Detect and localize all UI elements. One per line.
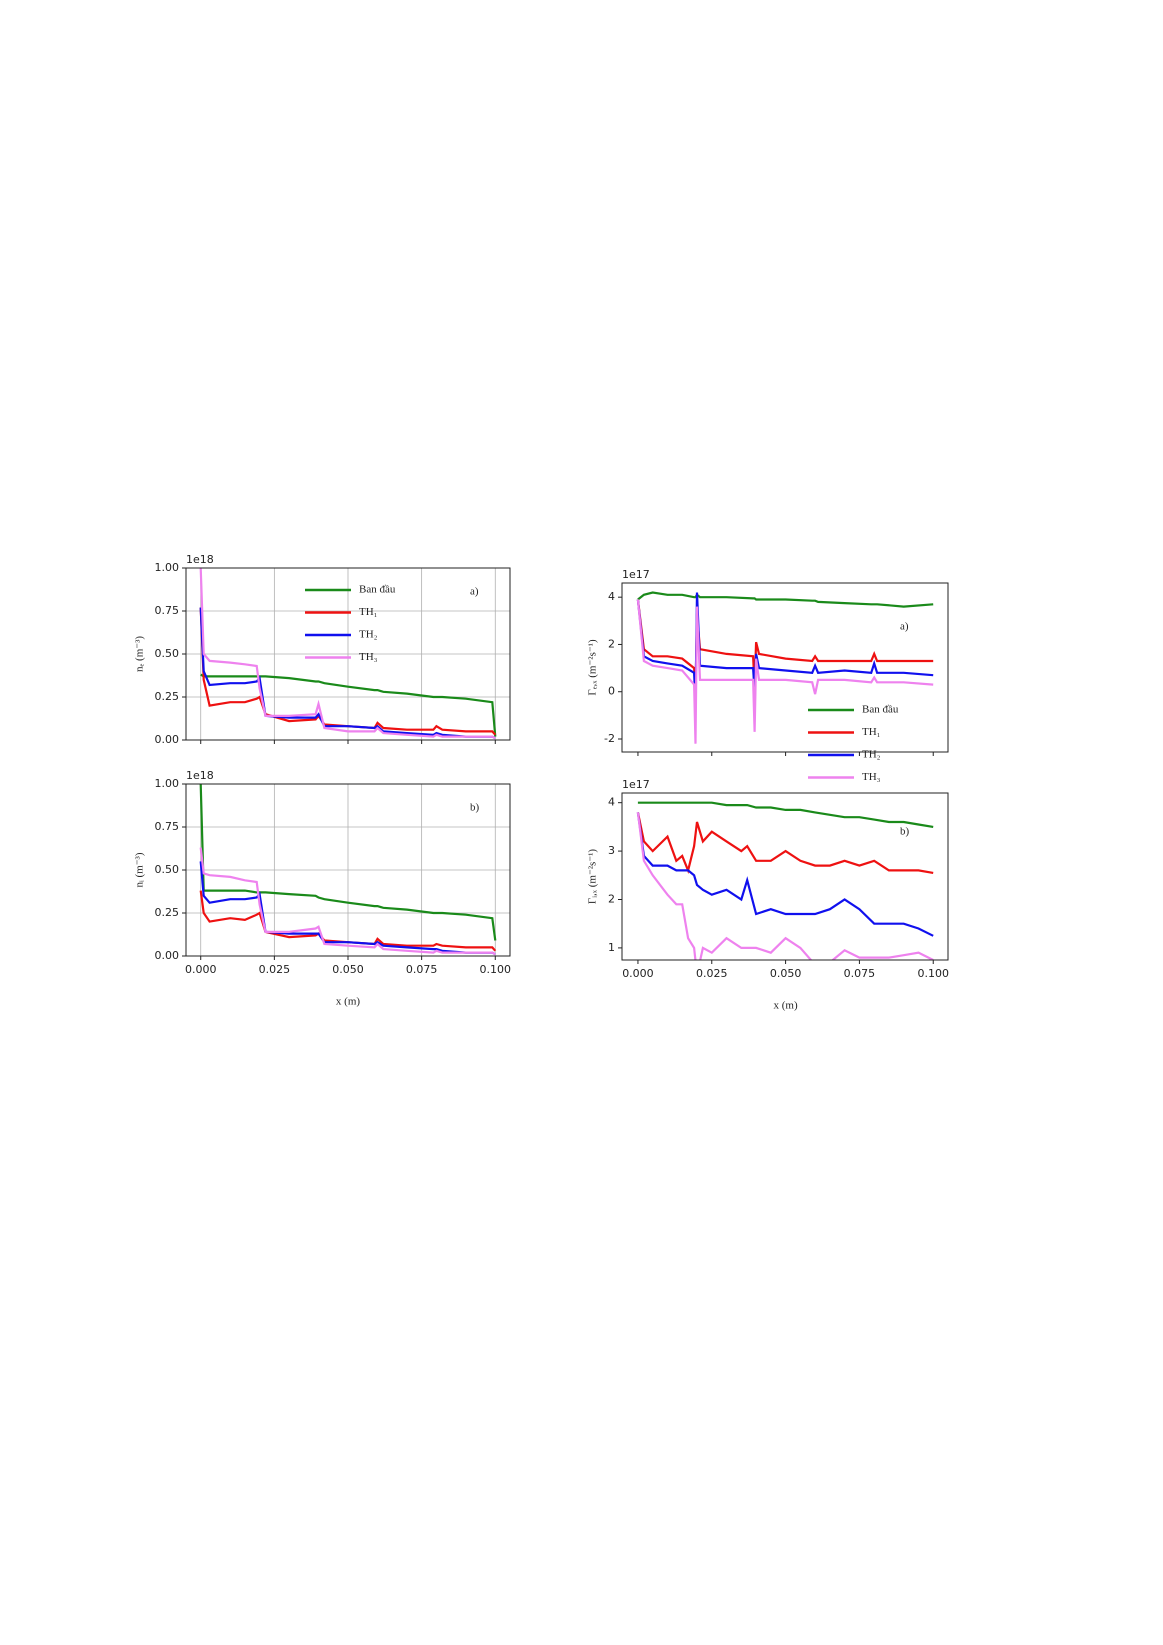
series-line	[636, 812, 934, 874]
x-tick-label: 0.075	[844, 967, 876, 980]
legend-label: TH₃	[862, 771, 881, 783]
offset-text: 1e18	[186, 553, 214, 566]
series-line	[199, 847, 496, 956]
x-tick-label: 0.100	[917, 967, 949, 980]
series-line	[636, 599, 934, 744]
y-tick-label: 3	[608, 844, 615, 857]
y-tick-label: 0	[608, 685, 615, 698]
y-tick-label: 0.25	[155, 690, 180, 703]
y-tick-label: 0.50	[155, 647, 180, 660]
series-line	[199, 784, 497, 941]
y-tick-label: 4	[608, 796, 615, 809]
y-axis-label: nᵢ (m⁻³)	[134, 852, 146, 887]
series-line	[636, 812, 934, 960]
annotation: a)	[470, 586, 479, 598]
y-tick-label: 1.00	[155, 561, 180, 574]
x-tick-label: 0.050	[770, 967, 802, 980]
legend-label: TH₁	[862, 726, 881, 738]
annotation: a)	[900, 621, 909, 633]
annotation: b)	[900, 826, 910, 838]
axes-frame	[185, 567, 511, 741]
x-tick-label: 0.075	[406, 963, 438, 976]
annotation: b)	[470, 802, 480, 814]
y-tick-label: 1	[608, 941, 615, 954]
y-tick-label: 0.00	[155, 733, 180, 746]
y-tick-label: 4	[608, 590, 615, 603]
axes-frame	[185, 783, 511, 957]
x-tick-label: 0.100	[480, 963, 512, 976]
legend-label: TH₂	[862, 749, 881, 761]
series-line	[200, 673, 497, 737]
y-axis-label: nₑ (m⁻³)	[134, 636, 146, 672]
series-line	[636, 599, 934, 692]
y-tick-label: 0.25	[155, 906, 180, 919]
legend-label: TH₂	[359, 629, 378, 641]
axes-frame	[621, 792, 949, 961]
x-axis-label: x (m)	[336, 996, 360, 1008]
offset-text: 1e17	[622, 778, 650, 791]
legend-label: Ban đầu	[862, 704, 899, 716]
y-tick-label: 0.50	[155, 863, 180, 876]
axes-frame	[621, 582, 949, 753]
y-tick-label: 2	[608, 892, 615, 905]
y-tick-label: -2	[604, 732, 615, 745]
offset-text: 1e17	[622, 568, 650, 581]
series-line	[199, 568, 496, 740]
y-tick-label: 0.75	[155, 604, 180, 617]
y-tick-label: 0.75	[155, 820, 180, 833]
offset-text: 1e18	[186, 769, 214, 782]
series-line	[636, 812, 934, 937]
y-tick-label: 1.00	[155, 777, 180, 790]
y-axis-label: Γₑ,ₓ (m⁻²s⁻¹)	[587, 639, 599, 696]
legend-label: TH₁	[359, 606, 378, 618]
x-tick-label: 0.000	[185, 963, 217, 976]
x-tick-label: 0.025	[259, 963, 291, 976]
y-axis-label: Γᵢ,ₓ (m⁻²s⁻¹)	[587, 849, 599, 905]
series-line	[637, 591, 934, 608]
x-tick-label: 0.050	[332, 963, 364, 976]
y-tick-label: 0.00	[155, 949, 180, 962]
y-tick-label: 2	[608, 637, 615, 650]
x-axis-label: x (m)	[774, 1000, 798, 1012]
legend-label: Ban đầu	[359, 584, 396, 596]
series-line	[637, 801, 934, 828]
series-line	[636, 592, 934, 704]
legend-label: TH₃	[359, 651, 378, 663]
x-tick-label: 0.000	[622, 967, 654, 980]
x-tick-label: 0.025	[696, 967, 728, 980]
